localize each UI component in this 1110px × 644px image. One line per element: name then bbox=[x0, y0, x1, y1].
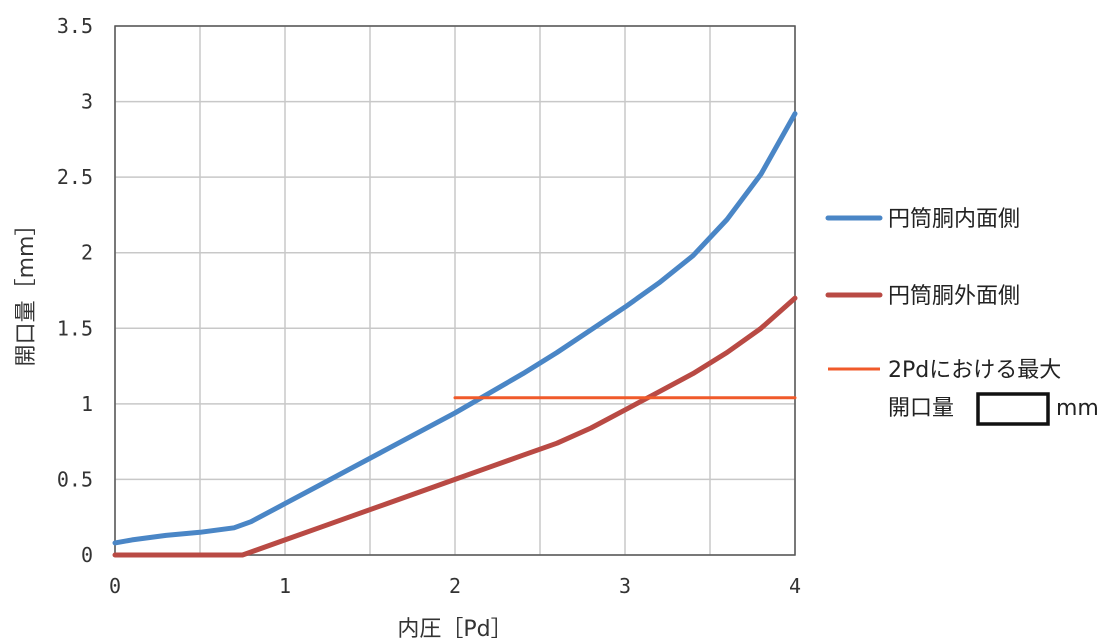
series-line-outer bbox=[112, 295, 798, 558]
plot-frame bbox=[114, 25, 796, 556]
grid bbox=[114, 25, 796, 556]
answer-box[interactable] bbox=[976, 392, 1050, 426]
y-tick-label: 0.5 bbox=[57, 467, 93, 491]
y-tick-label: 3.5 bbox=[57, 14, 93, 38]
legend-label-inner: 円筒胴内面側 bbox=[888, 207, 1020, 232]
legend-label-outer: 円筒胴外面側 bbox=[888, 284, 1020, 309]
y-tick-label: 2.5 bbox=[57, 165, 93, 189]
y-tick-labels: 0 0.5 1 1.5 2 2.5 3 3.5 bbox=[57, 14, 93, 567]
y-tick-label: 0 bbox=[81, 543, 93, 567]
y-tick-label: 3 bbox=[81, 90, 93, 114]
legend-unit-max: mm bbox=[1056, 396, 1099, 421]
y-tick-label: 2 bbox=[81, 241, 93, 265]
legend: 円筒胴内面側 円筒胴外面側 2Pdにおける最大 開口量 mm bbox=[825, 207, 1099, 426]
y-tick-label: 1.5 bbox=[57, 316, 93, 340]
legend-label-max-line2: 開口量 bbox=[888, 396, 954, 421]
series-group bbox=[112, 111, 798, 558]
series-line-inner bbox=[112, 111, 798, 546]
x-tick-labels: 0 1 2 3 4 bbox=[109, 574, 801, 598]
x-tick-label: 4 bbox=[789, 574, 801, 598]
x-tick-label: 0 bbox=[109, 574, 121, 598]
y-axis-title: 開口量［mm］ bbox=[14, 214, 39, 367]
legend-label-max: 2Pdにおける最大 bbox=[888, 358, 1061, 383]
x-tick-label: 2 bbox=[449, 574, 461, 598]
x-axis-title: 内圧［Pd］ bbox=[397, 617, 512, 642]
y-tick-label: 1 bbox=[81, 392, 93, 416]
x-tick-label: 3 bbox=[619, 574, 631, 598]
x-tick-label: 1 bbox=[279, 574, 291, 598]
